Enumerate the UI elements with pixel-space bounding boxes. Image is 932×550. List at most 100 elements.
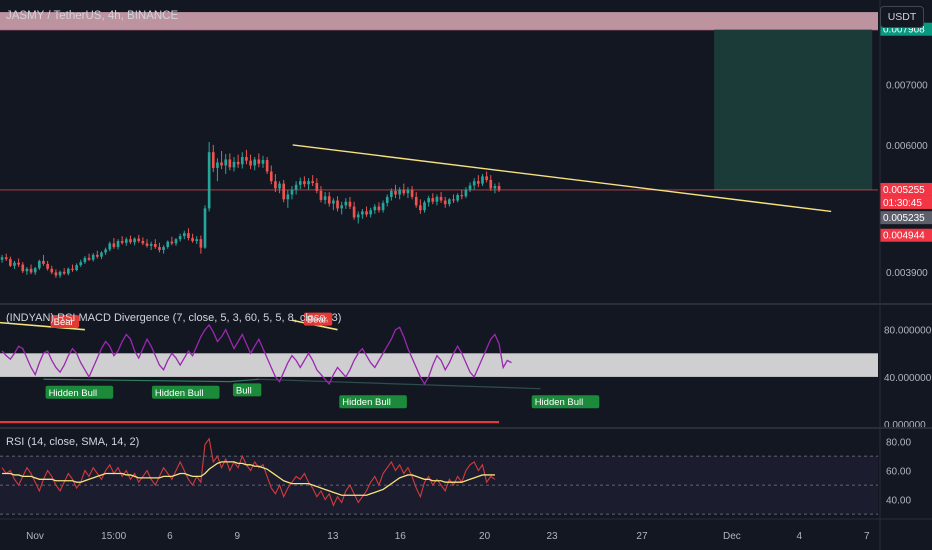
candle-body xyxy=(290,189,294,195)
candle-body xyxy=(369,210,372,215)
candle-body xyxy=(477,181,480,184)
candle xyxy=(182,230,186,240)
candle xyxy=(17,258,20,267)
candle xyxy=(414,192,418,208)
rsi-pane[interactable]: 80.00 60.00 40.00 xyxy=(0,437,911,515)
candle xyxy=(427,195,430,207)
candle-body xyxy=(87,257,91,260)
candle xyxy=(460,189,464,200)
candle-body xyxy=(419,205,422,211)
candle xyxy=(141,237,145,246)
candle-body xyxy=(191,237,194,241)
candle xyxy=(464,187,468,199)
target-zone xyxy=(714,29,873,190)
label-text: Hidden Bull xyxy=(155,388,204,399)
candle xyxy=(67,267,70,276)
candle-body xyxy=(9,259,12,266)
candle xyxy=(402,183,406,196)
candle-body xyxy=(13,262,16,266)
candle-body xyxy=(4,257,8,260)
candle-body xyxy=(327,196,331,204)
candle-body xyxy=(116,240,120,248)
bull-divergence-line xyxy=(43,378,230,383)
bear-divergence-line xyxy=(0,321,85,331)
rsi-indicator-title[interactable]: RSI (14, close, SMA, 14, 2) xyxy=(6,436,140,448)
price-label-text: 0.005255 xyxy=(883,185,925,196)
candle-body xyxy=(402,189,406,194)
candle-body xyxy=(448,199,451,205)
time-axis: Nov 15:00 6 9 13 16 20 23 27 Dec 4 7 xyxy=(26,531,870,542)
candle xyxy=(13,260,16,269)
currency-button[interactable]: USDT xyxy=(880,6,924,28)
price-label: 0.005235 xyxy=(880,211,932,225)
candle xyxy=(153,239,157,249)
candle xyxy=(224,154,228,174)
bull-label: Hidden Bull xyxy=(151,385,220,399)
time-axis-label: 20 xyxy=(479,531,491,542)
rsi-line xyxy=(1,437,496,507)
candle xyxy=(377,202,381,213)
candle-body xyxy=(25,268,29,272)
candle-body xyxy=(435,196,439,202)
price-pane[interactable]: 0.007000 0.006000 0.003900 0.007908 0.005255… xyxy=(0,12,932,279)
candle-body xyxy=(33,268,37,273)
rsi-axis-tick: 60.00 xyxy=(886,467,911,478)
candle-body xyxy=(158,247,161,251)
candle xyxy=(278,181,281,194)
candle-body xyxy=(456,195,459,201)
macd-indicator-title[interactable]: (INDYAN) RSI MACD Divergence (7, close, … xyxy=(6,312,342,324)
candle xyxy=(307,178,310,190)
candle xyxy=(232,157,236,172)
candle xyxy=(79,259,83,267)
candle-body xyxy=(319,190,323,200)
candle xyxy=(332,198,335,211)
candle-body xyxy=(67,268,70,274)
candle xyxy=(245,149,248,165)
price-label: 0.005255 xyxy=(880,182,932,196)
candle-body xyxy=(311,181,315,184)
label-text: Hidden Bull xyxy=(535,397,584,408)
candle-body xyxy=(220,162,223,166)
macd-divergence-pane[interactable]: Bear Bear Hidden Bull Hidden Bull Bull Hidden… xyxy=(0,312,932,431)
candle xyxy=(21,262,25,274)
time-axis-label: 6 xyxy=(167,531,173,542)
candle xyxy=(249,154,252,170)
time-axis-label: Nov xyxy=(26,531,44,542)
candle xyxy=(265,157,269,174)
price-label-bg xyxy=(880,195,932,209)
symbol-title: JASMY / TetherUS, 4h, BINANCE xyxy=(6,10,179,22)
candle-body xyxy=(245,157,248,161)
candle xyxy=(195,236,199,245)
candle-body xyxy=(42,260,45,264)
candle-body xyxy=(257,159,261,164)
candle xyxy=(485,171,488,183)
candle xyxy=(477,175,480,188)
candle xyxy=(87,253,91,261)
label-bg xyxy=(45,385,114,399)
candle xyxy=(257,153,261,168)
macd-axis-tick: 80.000000 xyxy=(884,326,932,337)
candle xyxy=(327,192,331,207)
candle xyxy=(191,233,194,243)
candle-body xyxy=(493,186,497,189)
price-label-text: 0.004944 xyxy=(883,231,925,242)
price-label-bg xyxy=(880,228,932,242)
candle-body xyxy=(96,254,99,257)
candle-body xyxy=(485,176,488,180)
candle-body xyxy=(145,243,149,246)
candle xyxy=(75,263,78,272)
candle xyxy=(4,253,8,261)
candle xyxy=(170,236,174,246)
candle xyxy=(489,175,493,191)
candle xyxy=(9,256,12,267)
candle xyxy=(493,183,497,194)
candle xyxy=(120,236,124,245)
candle xyxy=(166,240,170,249)
candle xyxy=(46,260,49,271)
candle xyxy=(211,144,215,173)
candle-body xyxy=(0,257,4,260)
candle xyxy=(25,266,29,275)
rsi-axis-tick: 80.00 xyxy=(886,438,911,449)
